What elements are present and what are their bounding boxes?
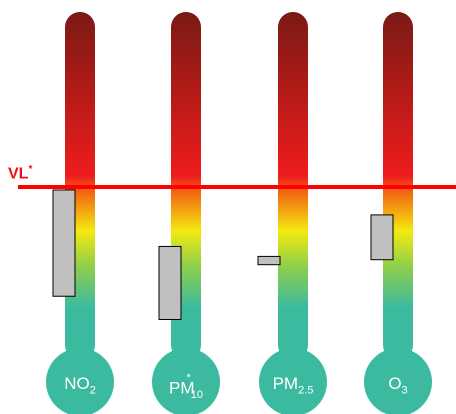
range-bar-1: [52, 189, 76, 297]
thermometer-3: [259, 12, 327, 414]
pollutant-label: O3: [388, 374, 408, 397]
pollutant-label: PM*10: [168, 372, 204, 402]
thermometer-bulb: [259, 348, 327, 414]
thermometer-bulb: [46, 348, 114, 414]
pollutant-label: PM2.5: [272, 374, 314, 397]
thermometer-bulb: [152, 348, 220, 414]
range-bar-2: [158, 245, 182, 320]
range-bar-4: [370, 214, 394, 261]
limit-value-label: VL*: [8, 164, 33, 183]
thermometer-2: [152, 12, 220, 414]
thermometer-4: [364, 12, 432, 414]
pollutant-label: NO2: [64, 374, 96, 397]
range-bar-3: [257, 255, 281, 266]
thermometer-bulb: [364, 348, 432, 414]
